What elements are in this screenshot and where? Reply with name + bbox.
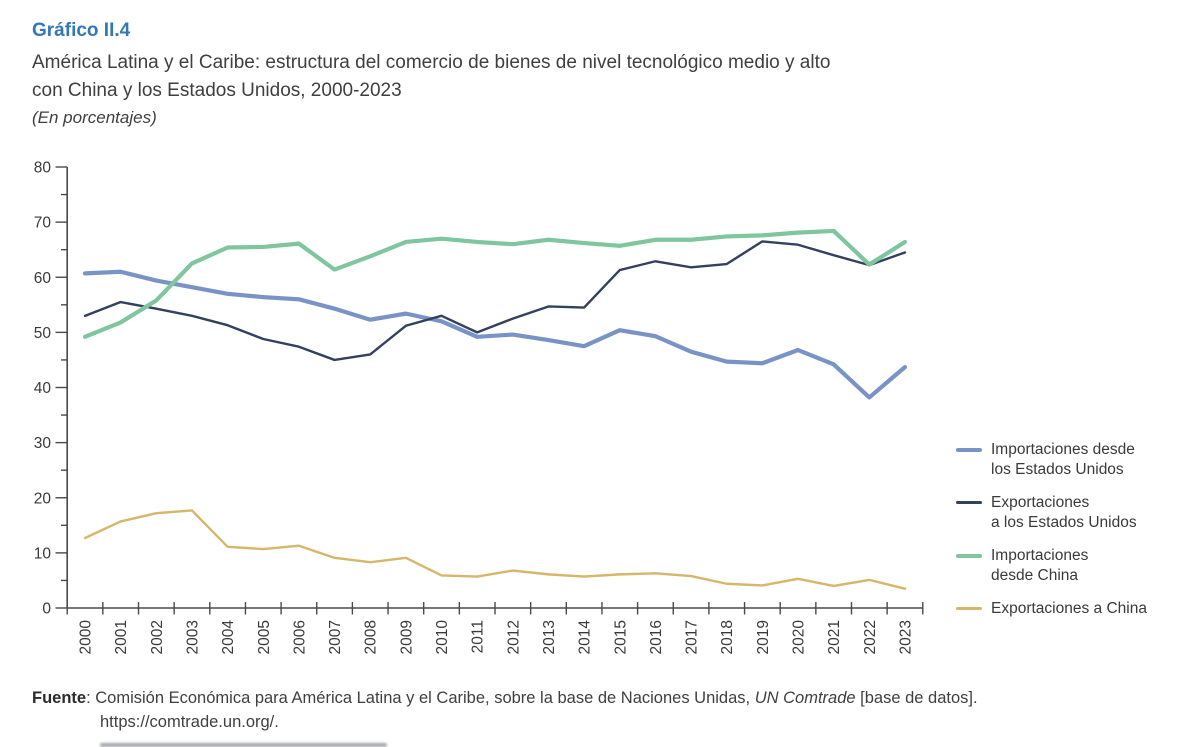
figure-unit-note: (En porcentajes) (32, 108, 157, 127)
figure-title-line1: América Latina y el Caribe: estructura d… (32, 52, 831, 73)
x-tick-label: 2015 (612, 620, 629, 654)
x-tick-label: 2002 (149, 620, 166, 654)
legend-swatch (956, 448, 982, 452)
x-tick-label: 2012 (505, 620, 522, 654)
x-tick-label: 2019 (755, 620, 772, 654)
x-tick-label: 2008 (363, 620, 380, 654)
series-line (83, 240, 907, 362)
legend-label: Importaciones desde China (991, 547, 1089, 584)
series-line (83, 509, 907, 590)
x-tick-label: 2010 (434, 620, 451, 655)
x-tick-label: 2016 (648, 620, 665, 654)
figure-header: Gráfico II.4 América Latina y el Caribe:… (32, 20, 830, 128)
x-tick-label: 2022 (862, 620, 879, 654)
x-tick-label: 2014 (577, 620, 594, 655)
x-tick-label: 2001 (113, 620, 130, 654)
legend-swatch (956, 501, 982, 504)
legend-swatch (956, 554, 982, 558)
page-bottom-artifact (100, 743, 387, 747)
x-tick-label: 2000 (78, 620, 95, 655)
x-tick-label: 2007 (327, 620, 344, 654)
y-tick-label: 40 (34, 380, 52, 397)
y-tick-label: 30 (34, 435, 52, 452)
y-tick-label: 10 (34, 545, 52, 562)
y-tick-label: 20 (34, 490, 52, 507)
y-tick-label: 50 (34, 325, 52, 342)
x-tick-label: 2020 (791, 620, 808, 655)
x-tick-label: 2017 (684, 620, 701, 654)
x-tick-label: 2011 (470, 620, 487, 653)
figure-title-line2: con China y los Estados Unidos, 2000-202… (32, 80, 402, 101)
y-tick-label: 0 (42, 601, 51, 618)
x-tick-label: 2005 (256, 620, 273, 654)
source-database-name: UN Comtrade (754, 689, 856, 707)
source-label: Fuente (32, 689, 87, 707)
x-tick-label: 2004 (220, 620, 237, 655)
y-tick-label: 60 (34, 270, 52, 287)
y-tick-label: 80 (34, 160, 52, 177)
legend: Importaciones desde los Estados Unidos Exp… (956, 440, 1186, 632)
series-line (82, 228, 908, 339)
legend-label: Exportaciones a los Estados Unidos (991, 494, 1137, 531)
x-tick-label: 2023 (897, 620, 914, 654)
line-chart: 0 10 20 30 40 50 60 70 80 2000 2001 2002 2003 2004 200… (34, 160, 924, 655)
figure-number: Gráfico II.4 (32, 20, 131, 41)
legend-item: Importaciones desde China (956, 546, 1186, 586)
source-line1: Fuente: Comisión Económica para América … (32, 689, 978, 707)
legend-label: Importaciones desde los Estados Unidos (991, 441, 1135, 478)
y-tick-label: 70 (34, 215, 52, 232)
x-tick-label: 2009 (398, 620, 415, 654)
legend-item: Exportaciones a los Estados Unidos (956, 493, 1186, 533)
x-tick-label: 2021 (826, 620, 843, 654)
source-note: Fuente: Comisión Económica para América … (32, 686, 1182, 734)
x-tick-label: 2006 (291, 620, 308, 654)
x-tick-label: 2013 (541, 620, 558, 654)
legend-swatch (956, 607, 982, 610)
legend-label: Exportaciones a China (991, 600, 1147, 617)
legend-item: Importaciones desde los Estados Unidos (956, 440, 1186, 480)
x-tick-label: 2018 (719, 620, 736, 654)
x-tick-label: 2003 (184, 620, 201, 654)
chart-area: 0 10 20 30 40 50 60 70 80 2000 2001 2002 2003 2004 200… (0, 150, 1200, 670)
source-url: https://comtrade.un.org/. (100, 713, 279, 731)
series-line (82, 269, 908, 400)
legend-item: Exportaciones a China (956, 599, 1186, 619)
